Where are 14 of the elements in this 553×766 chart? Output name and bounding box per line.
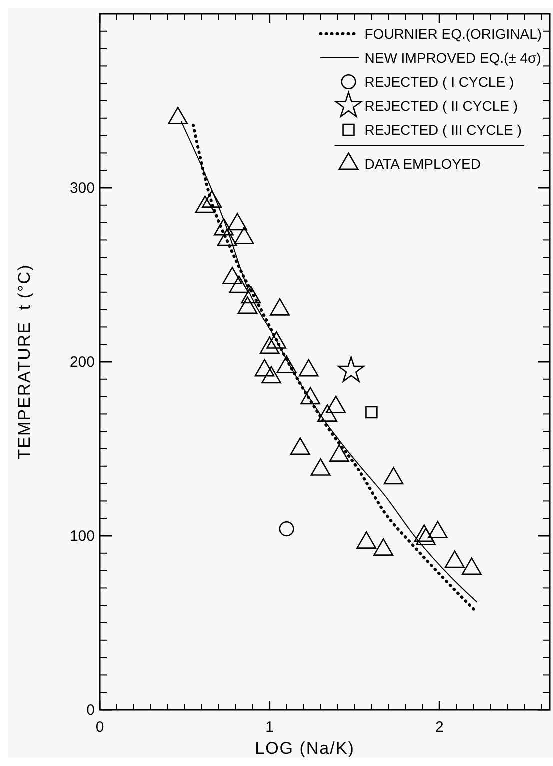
- y-tick-label: 100: [70, 528, 95, 545]
- x-tick-label: 2: [435, 719, 444, 736]
- x-tick-label: 1: [266, 719, 274, 736]
- y-tick-label: 300: [70, 180, 95, 197]
- legend-label: FOURNIER EQ.(ORIGINAL): [364, 26, 542, 42]
- x-axis-title: LOG (Na/K): [255, 739, 355, 758]
- y-axis-title: TEMPERATURE t (°C): [15, 264, 34, 460]
- legend-label: REJECTED ( I CYCLE ): [364, 74, 514, 90]
- y-tick-label: 200: [70, 354, 95, 371]
- legend-label: REJECTED ( II CYCLE ): [364, 98, 518, 114]
- y-tick-label: 0: [86, 702, 95, 719]
- legend-label: DATA EMPLOYED: [364, 156, 481, 172]
- legend-label: REJECTED ( III CYCLE ): [364, 122, 522, 138]
- legend-label: NEW IMPROVED EQ.(± 4σ): [364, 50, 542, 66]
